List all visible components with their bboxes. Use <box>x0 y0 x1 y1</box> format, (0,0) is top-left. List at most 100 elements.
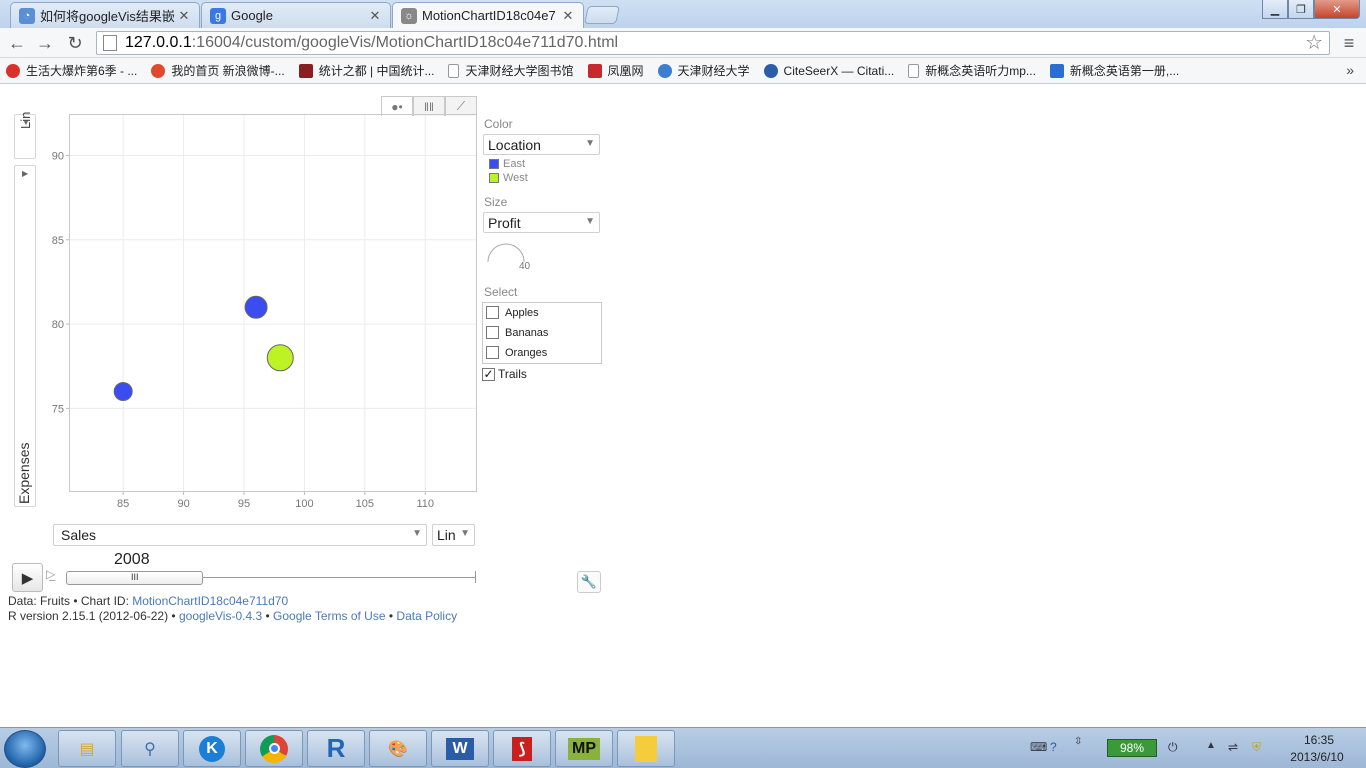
mp-icon[interactable]: MP <box>555 730 613 767</box>
more-bookmarks-chevron-icon[interactable]: » <box>1346 62 1354 78</box>
back-button[interactable]: ← <box>8 32 26 53</box>
bubble <box>244 295 268 319</box>
googlevis-link[interactable]: googleVis-0.4.3 <box>178 609 263 623</box>
x-metric-selector[interactable]: Sales ▼ <box>53 524 427 546</box>
close-tab-icon[interactable]: ✕ <box>369 7 381 23</box>
tray-options-icon[interactable]: ⇳ <box>1074 736 1083 747</box>
file-explorer-icon[interactable]: ▤ <box>58 730 116 767</box>
page-favicon-icon <box>908 63 920 78</box>
y-scale-selector[interactable]: Lin ▼ <box>14 112 36 159</box>
speed-control-icon[interactable]: ▷̲ <box>46 567 56 581</box>
color-label: Color <box>484 117 513 131</box>
bookmarks-bar: 生活大爆炸第6季 - ... 我的首页 新浪微博-... 统计之都 | 中国统计… <box>0 58 1366 84</box>
terms-link[interactable]: Google Terms of Use <box>273 609 386 623</box>
checkbox[interactable] <box>486 346 499 359</box>
y-metric-selector[interactable]: ▶ Expenses <box>14 165 36 507</box>
bubble <box>266 344 294 372</box>
legend-label: West <box>503 172 528 184</box>
bar-chart-tab[interactable]: ‖‖ <box>413 96 445 116</box>
separator: • <box>385 609 397 623</box>
checkbox[interactable] <box>486 306 499 319</box>
page-favicon-icon: ☼ <box>401 7 417 24</box>
legend-item-west: West <box>489 172 528 184</box>
bookmark-item[interactable]: 天津财经大学图书馆 <box>448 62 574 79</box>
page-content: Lin ▼ ▶ Expenses ●• ‖‖ ⟋ 85 90 95 100 105 110… <box>0 85 1366 727</box>
reload-button[interactable]: ↻ <box>67 32 83 53</box>
bookmark-favicon-icon <box>587 63 602 78</box>
tab-googlevis-question[interactable]: ◔ 如何将googleVis结果嵌 ✕ <box>10 2 200 28</box>
new-tab-button[interactable] <box>584 6 620 24</box>
address-bar[interactable]: 127.0.0.1:16004/custom/googleVis/MotionC… <box>96 31 1330 55</box>
pdf-icon[interactable]: ⟆ <box>493 730 551 767</box>
bookmark-item[interactable]: 天津财经大学 <box>657 62 750 79</box>
sticky-notes-icon[interactable] <box>617 730 675 767</box>
x-tick-label: 85 <box>117 498 129 510</box>
start-button[interactable] <box>4 730 46 768</box>
clock-date[interactable]: 2013/6/10 <box>1290 750 1344 764</box>
x-scale-selector[interactable]: Lin ▼ <box>432 524 475 546</box>
bookmark-item[interactable]: 统计之都 | 中国统计... <box>298 62 435 79</box>
kugou-icon[interactable]: K <box>183 730 241 767</box>
bookmark-item[interactable]: CiteSeerX — Citati... <box>763 63 894 78</box>
forward-button[interactable]: → <box>36 32 54 53</box>
chart-id-link[interactable]: MotionChartID18c04e711d70 <box>132 594 289 608</box>
select-item-bananas[interactable]: Bananas <box>486 326 548 339</box>
tab-title: Google <box>231 8 273 23</box>
bookmark-favicon-icon <box>298 63 313 78</box>
minimize-button[interactable]: ▁ <box>1262 0 1288 19</box>
data-policy-link[interactable]: Data Policy <box>396 609 458 623</box>
tab-title: 如何将googleVis结果嵌 <box>40 9 175 24</box>
r-version-text: R version 2.15.1 (2012-06-22) • <box>8 609 179 623</box>
play-button[interactable]: ▶ <box>12 563 43 592</box>
wrench-settings-icon[interactable]: 🔧 <box>577 571 601 593</box>
legend-item-east: East <box>489 158 525 170</box>
chrome-icon[interactable] <box>245 730 303 767</box>
close-tab-icon[interactable]: ✕ <box>178 7 190 23</box>
timeline-track[interactable] <box>202 577 476 578</box>
power-plug-icon[interactable]: ⏻ <box>1168 740 1178 754</box>
bookmark-item[interactable]: 我的首页 新浪微博-... <box>151 62 285 79</box>
bookmark-item[interactable]: 新概念英语听力mp... <box>908 62 1036 79</box>
bubble-chart-tab[interactable]: ●• <box>381 96 413 116</box>
search-icon[interactable]: ⚲ <box>121 730 179 767</box>
show-hidden-icons-icon[interactable]: ▲ <box>1206 740 1216 751</box>
word-icon[interactable]: W <box>431 730 489 767</box>
maximize-button[interactable]: ❐ <box>1288 0 1314 19</box>
color-selector[interactable]: Location ▼ <box>483 134 600 155</box>
bookmark-label: 新概念英语第一册,... <box>1069 64 1180 78</box>
close-window-button[interactable]: ✕ <box>1314 0 1360 19</box>
r-language-icon[interactable]: R <box>307 730 365 767</box>
tab-favicon-icon: ◔ <box>19 7 35 24</box>
checkbox[interactable] <box>486 326 499 339</box>
paint-icon[interactable]: 🎨 <box>369 730 427 767</box>
security-shield-icon[interactable]: ⛨ <box>1252 740 1262 754</box>
bookmark-label: 统计之都 | 中国统计... <box>318 64 435 78</box>
tab-google[interactable]: g Google ✕ <box>201 2 391 28</box>
bookmark-item[interactable]: 生活大爆炸第6季 - ... <box>6 62 137 79</box>
clock-time[interactable]: 16:35 <box>1303 733 1335 747</box>
dropdown-arrow-icon: ▶ <box>22 169 29 178</box>
select-item-apples[interactable]: Apples <box>486 306 539 319</box>
bookmark-item[interactable]: 凤凰网 <box>587 62 644 79</box>
line-chart-icon: ⟋ <box>456 99 466 113</box>
battery-indicator[interactable]: 98% <box>1107 739 1157 757</box>
dropdown-arrow-icon: ▼ <box>585 138 595 149</box>
line-chart-tab[interactable]: ⟋ <box>445 96 477 116</box>
size-label: Size <box>484 195 508 209</box>
menu-icon[interactable]: ≡ <box>1343 32 1355 53</box>
plot-area-border <box>69 114 477 492</box>
time-slider[interactable]: III <box>66 571 203 585</box>
trails-checkbox[interactable]: ✓ <box>482 367 495 381</box>
bookmark-item[interactable]: 新概念英语第一册,... <box>1049 62 1180 79</box>
keyboard-icon[interactable]: ⌨ <box>1030 740 1048 754</box>
bookmark-star-icon[interactable]: ☆ <box>1305 32 1323 54</box>
trails-option[interactable]: ✓ Trails <box>482 367 527 381</box>
tab-motion-chart[interactable]: ☼ MotionChartID18c04e7 ✕ <box>392 2 584 28</box>
size-selector[interactable]: Profit ▼ <box>483 212 600 233</box>
close-tab-icon[interactable]: ✕ <box>562 7 574 23</box>
x-tick-label: 100 <box>295 498 313 510</box>
usb-device-icon[interactable]: ⇌ <box>1228 740 1239 754</box>
help-icon[interactable]: ? <box>1050 740 1057 754</box>
select-item-oranges[interactable]: Oranges <box>486 346 547 359</box>
select-item-label: Bananas <box>505 326 549 339</box>
